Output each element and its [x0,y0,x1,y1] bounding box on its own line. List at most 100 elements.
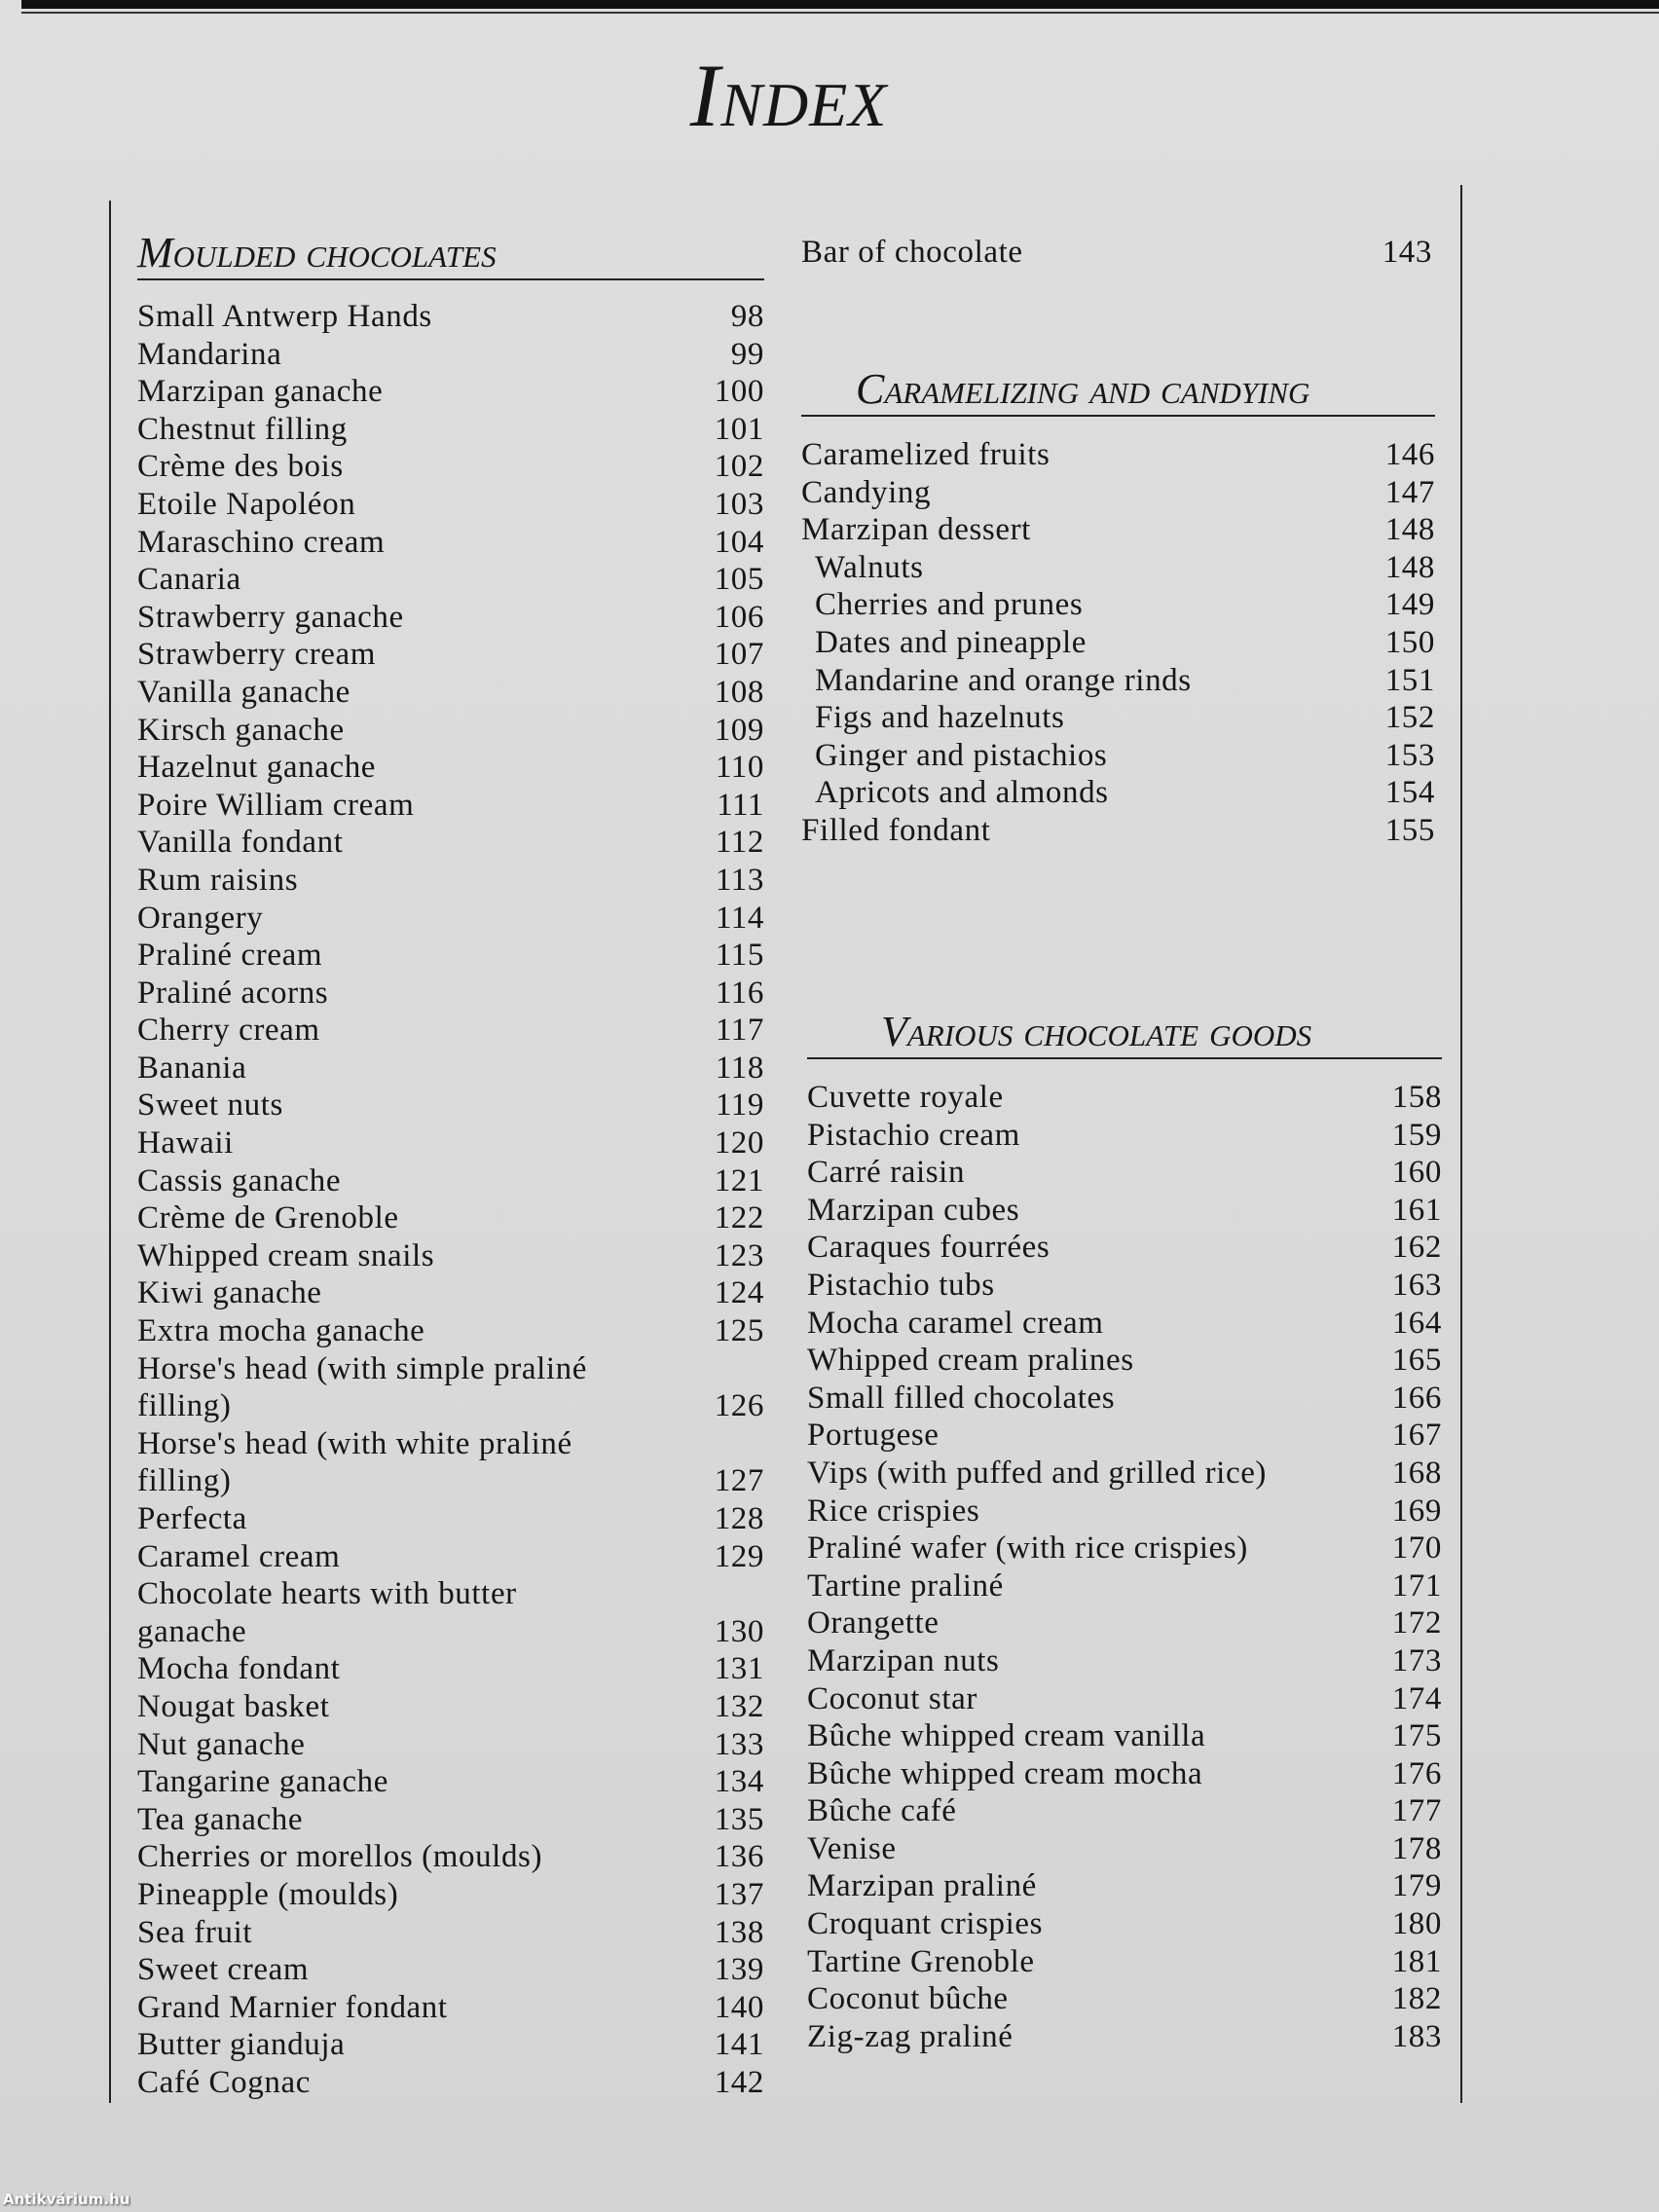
entry-name: Pistachio cream [807,1117,1020,1153]
entry-page: 153 [1384,737,1435,773]
index-entry: Pistachio tubs 163 [807,1267,1442,1305]
entry-name: Praliné cream [137,938,323,974]
entry-name: Whipped cream snails [137,1237,435,1273]
entry-page: 176 [1391,1755,1442,1791]
index-entry: Butter gianduja 141 [137,2026,764,2064]
entry-page: 113 [715,862,764,898]
entry-page: 141 [714,2027,764,2063]
entry-page: 148 [1384,549,1435,585]
entry-name: Cherries and prunes [815,587,1084,623]
entry-name: Tartine Grenoble [807,1943,1035,1979]
bar-of-chocolate-entry: Bar of chocolate 143 [801,234,1432,272]
entry-name: Coconut star [807,1680,977,1716]
entry-name: Banania [137,1050,247,1086]
entry-page: 138 [714,1914,764,1950]
index-entry: Vanilla ganache 108 [137,674,764,712]
entry-name: Tartine praliné [807,1567,1004,1604]
entry-name: Vanilla ganache [137,674,350,710]
entry-page: 173 [1391,1642,1442,1678]
entry-name: Rum raisins [137,862,299,898]
entry-page: 137 [714,1876,764,1912]
index-entry: Figs and hazelnuts 152 [801,699,1435,737]
entry-page: 168 [1391,1455,1442,1491]
entry-page: 146 [1384,437,1435,472]
entry-name: Cherries or morellos (moulds) [137,1839,543,1875]
entry-page: 152 [1384,700,1435,736]
entry-name: Sweet nuts [137,1088,283,1124]
index-list: Caramelized fruits 146 Candying 147 Marzipan… [801,436,1435,850]
index-entry: Walnuts 148 [801,549,1435,587]
entry-page: 163 [1391,1267,1442,1303]
index-list: Cuvette royale 158 Pistachio cream 159 Carré… [807,1079,1442,2055]
entry-name: Praliné acorns [137,975,329,1011]
entry-page: 124 [714,1275,764,1311]
entry-page: 117 [715,1013,764,1049]
entry-name: Pineapple (moulds) [137,1876,399,1912]
index-entry: Poire William cream 111 [137,787,764,825]
entry-page: 125 [714,1313,764,1349]
entry-page: 128 [714,1501,764,1536]
entry-name: Hawaii [137,1125,234,1161]
entry-name: Hazelnut ganache [137,750,377,786]
index-entry: Praliné cream 115 [137,937,764,975]
entry-name: Dates and pineapple [815,624,1087,660]
index-entry: Cherries and prunes 149 [801,586,1435,624]
entry-page: 164 [1391,1305,1442,1341]
entry-name: Vanilla fondant [137,825,344,861]
index-entry: Horse's head (with white praliné filling… [137,1425,764,1500]
entry-name: Caramel cream [137,1538,341,1574]
index-entry: Cuvette royale 158 [807,1079,1442,1117]
entry-name: Cherry cream [137,1013,320,1049]
entry-page: 143 [1382,235,1432,270]
entry-page: 134 [714,1764,764,1800]
entry-name: Filled fondant [801,812,991,848]
entry-name: Etoile Napoléon [137,486,356,522]
entry-name: Perfecta [137,1501,247,1536]
entry-page: 174 [1391,1680,1442,1716]
entry-name: Tea ganache [137,1801,304,1837]
entry-page: 150 [1384,624,1435,660]
index-list: Small Antwerp Hands 98 Mandarina 99 Marzipan… [137,298,764,2102]
index-entry: Ginger and pistachios 153 [801,737,1435,775]
index-entry: Rice crispies 169 [807,1493,1442,1530]
index-entry: Banania 118 [137,1050,764,1088]
index-entry: Cassis ganache 121 [137,1162,764,1200]
entry-page: 107 [714,637,764,673]
entry-name: Portugese [807,1418,940,1454]
index-entry: Whipped cream pralines 165 [807,1342,1442,1380]
entry-page: 104 [714,524,764,560]
index-entry: Vanilla fondant 112 [137,824,764,862]
entry-name: Orangette [807,1605,940,1641]
index-entry: Mandarina 99 [137,336,764,374]
index-entry: Sweet cream 139 [137,1951,764,1989]
entry-name: Cassis ganache [137,1162,342,1198]
index-entry: Bar of chocolate 143 [801,234,1432,272]
entry-page: 167 [1391,1418,1442,1454]
section-heading: Various chocolate goods [807,1009,1442,1059]
index-entry: Vips (with puffed and grilled rice) 168 [807,1455,1442,1493]
index-entry: Caramel cream 129 [137,1538,764,1576]
index-entry: Mandarine and orange rinds 151 [801,662,1435,700]
entry-page: 115 [715,938,764,974]
index-entry: Small Antwerp Hands 98 [137,298,764,336]
entry-page: 140 [714,1989,764,2025]
index-entry: Canaria 105 [137,561,764,599]
entry-name: Coconut bûche [807,1981,1009,2017]
index-entry: Strawberry ganache 106 [137,599,764,637]
entry-page: 175 [1391,1718,1442,1754]
index-entry: Maraschino cream 104 [137,524,764,562]
entry-name: Small filled chocolates [807,1380,1116,1416]
entry-page: 110 [715,750,764,786]
entry-name: Poire William cream [137,787,415,823]
section-heading: Moulded chocolates [137,230,764,280]
index-entry: Orangery 114 [137,900,764,938]
entry-name: Horse's head (with simple praliné fillin… [137,1350,587,1424]
entry-page: 99 [730,336,764,372]
index-entry: Cherries or morellos (moulds) 136 [137,1838,764,1876]
entry-name: Praliné wafer (with rice crispies) [807,1530,1248,1567]
entry-name: Orangery [137,900,264,936]
entry-name: Café Cognac [137,2064,311,2100]
entry-name: Sea fruit [137,1914,253,1950]
entry-name: Small Antwerp Hands [137,299,432,334]
entry-name: Chestnut filling [137,411,348,447]
